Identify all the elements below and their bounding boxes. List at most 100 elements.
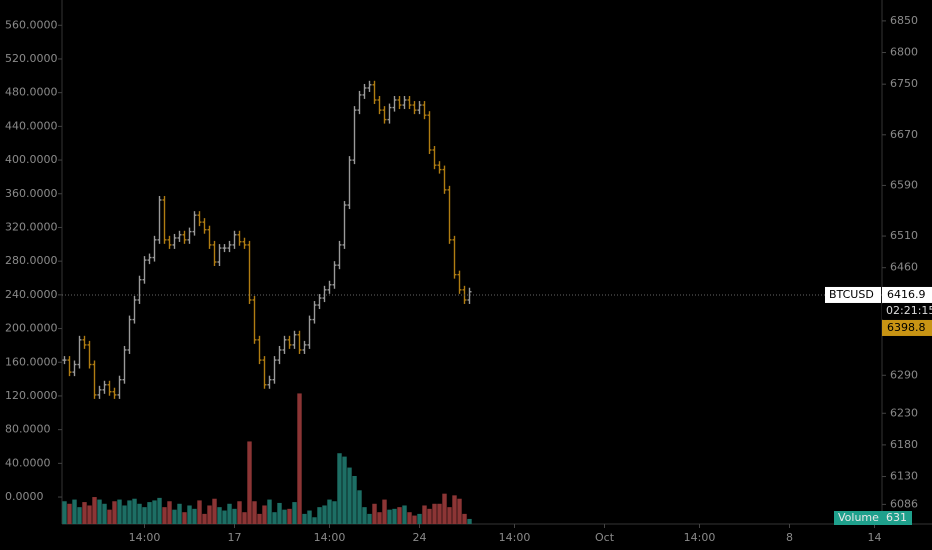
- volume-bar: [427, 508, 432, 524]
- price-bar: [302, 340, 307, 354]
- y-tick-label: 6180: [890, 438, 918, 451]
- volume-bar: [112, 501, 117, 524]
- volume-bar: [107, 509, 112, 524]
- volume-bar: [362, 507, 367, 524]
- price-bar: [67, 356, 72, 377]
- x-tick-label: 17: [228, 531, 242, 544]
- symbol-box: [825, 286, 881, 303]
- volume-bar: [417, 513, 422, 524]
- volume-bar: [182, 512, 187, 524]
- volume-bar: [87, 505, 92, 524]
- volume-bar: [207, 505, 212, 524]
- volume-bar: [352, 475, 357, 524]
- price-bar: [227, 240, 232, 253]
- volume-bar: [97, 499, 102, 524]
- volume-bar: [397, 507, 402, 524]
- volume-bar: [262, 505, 267, 524]
- volume-bar: [392, 508, 397, 524]
- price-bar: [352, 106, 357, 165]
- volume-bar: [462, 513, 467, 524]
- price-bar: [197, 211, 202, 227]
- volume-bar: [457, 498, 462, 524]
- volume-box: [834, 511, 882, 525]
- volume-bar: [192, 508, 197, 524]
- volume-bar: [297, 393, 302, 524]
- price-bar: [177, 230, 182, 242]
- price-bar: [237, 230, 242, 246]
- price-bar: [137, 275, 142, 304]
- price-bar: [157, 195, 162, 244]
- volume-bar: [252, 501, 257, 524]
- volume-bar: [137, 503, 142, 524]
- volume-label: Volume: [838, 511, 879, 524]
- price-bar: [267, 375, 272, 389]
- price-bar: [412, 101, 417, 115]
- price-bar: [427, 111, 432, 154]
- y2-tick-label: 400.0000: [5, 153, 58, 166]
- price-bar: [117, 375, 122, 399]
- y-tick-label: 6750: [890, 77, 918, 90]
- price-bar: [307, 315, 312, 349]
- x-tick-label: 14:00: [129, 531, 161, 544]
- y-tick-label: 6460: [890, 261, 918, 274]
- price-bar: [262, 356, 267, 389]
- volume-bar: [122, 505, 127, 524]
- volume-bar: [167, 501, 172, 524]
- volume-bar: [432, 503, 437, 524]
- price-bar: [447, 185, 452, 244]
- price-bar: [152, 235, 157, 262]
- price-bar: [342, 201, 347, 249]
- volume-bar: [127, 500, 132, 524]
- volume-bar: [257, 513, 262, 524]
- price-bar: [417, 101, 422, 115]
- price-bar: [457, 270, 462, 294]
- y2-tick-label: 80.0000: [5, 423, 51, 436]
- other-price-label: 6398.8: [887, 321, 926, 334]
- price-bar: [347, 156, 352, 210]
- price-bar: [357, 90, 362, 115]
- price-bar: [277, 345, 282, 365]
- price-bar: [202, 218, 207, 234]
- price-bar: [452, 235, 457, 279]
- y2-tick-label: 480.0000: [5, 86, 58, 99]
- y-tick-label: 6590: [890, 178, 918, 191]
- volume-bar: [317, 507, 322, 524]
- volume-bar: [277, 502, 282, 524]
- x-tick-label: 24: [413, 531, 427, 544]
- volume-bar: [197, 500, 202, 524]
- price-bar: [467, 287, 472, 304]
- volume-bar: [272, 512, 277, 524]
- x-tick-label: 14: [868, 531, 882, 544]
- x-tick-label: 8: [786, 531, 793, 544]
- x-tick-label: 14:00: [314, 531, 346, 544]
- price-bar: [182, 230, 187, 244]
- price-bar: [212, 240, 217, 266]
- price-bar: [107, 380, 112, 396]
- y-tick-label: 6510: [890, 229, 918, 242]
- price-bar: [337, 240, 342, 270]
- volume-value-box: [882, 511, 912, 525]
- volume-bar: [372, 503, 377, 524]
- price-bar: [442, 165, 447, 194]
- volume-bar: [287, 508, 292, 524]
- y2-tick-label: 440.0000: [5, 119, 58, 132]
- price-bar: [432, 145, 437, 170]
- volume-bar: [292, 502, 297, 524]
- price-bar: [272, 356, 277, 384]
- price-bar: [77, 335, 82, 369]
- price-bar: [187, 227, 192, 244]
- volume-bar: [332, 501, 337, 524]
- y2-tick-label: 360.0000: [5, 187, 58, 200]
- volume-bar: [402, 505, 407, 524]
- volume-bar: [282, 509, 287, 524]
- price-label: 6416.9: [887, 288, 926, 301]
- volume-bar: [147, 502, 152, 524]
- symbol-label: BTCUSD: [829, 288, 874, 301]
- volume-bar: [367, 513, 372, 524]
- volume-bar: [247, 441, 252, 524]
- volume-bar: [92, 497, 97, 524]
- volume-bar: [212, 498, 217, 524]
- price-bar: [112, 387, 117, 399]
- volume-bar: [452, 495, 457, 524]
